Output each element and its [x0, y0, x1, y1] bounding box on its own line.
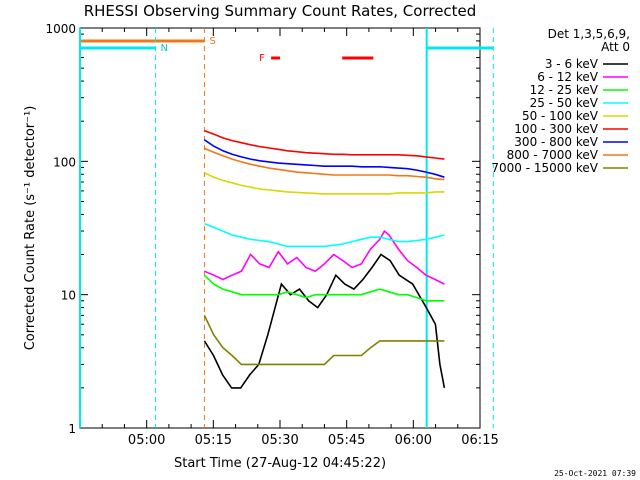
legend-entry-label: 3 - 6 keV [545, 57, 599, 71]
series-line-0 [203, 253, 446, 389]
legend-entry-label: 300 - 800 keV [514, 135, 598, 149]
x-axis: 05:00 05:15 05:30 05:45 06:00 06:15 [79, 28, 499, 448]
y-axis: 1 10 100 1000 [45, 22, 480, 436]
legend-entry-label: 12 - 25 keV [530, 83, 599, 97]
markers: N S F [161, 36, 266, 64]
y-tick-label: 100 [53, 155, 76, 169]
marker-f: F [259, 53, 265, 64]
x-tick-label: 05:00 [128, 433, 165, 448]
series-line-2 [203, 274, 445, 302]
y-tick-label: 1000 [45, 22, 76, 36]
x-axis-label: Start Time (27-Aug-12 04:45:22) [174, 456, 386, 471]
series-line-3 [204, 223, 445, 248]
legend-header-line-1: Det 1,3,5,6,9, [548, 27, 630, 41]
x-tick-label: 05:30 [261, 433, 298, 448]
x-tick-label: 05:15 [195, 433, 232, 448]
series-line-4 [204, 172, 445, 195]
y-axis-label: Corrected Count Rate (s⁻¹ detector⁻¹) [23, 106, 38, 351]
plot-frame [79, 27, 481, 429]
legend-entry-label: 50 - 100 keV [522, 109, 599, 123]
x-tick-label: 06:00 [395, 433, 432, 448]
marker-n: N [161, 43, 168, 54]
legend-entry-label: 7000 - 15000 keV [491, 161, 598, 175]
legend-entry-label: 6 - 12 keV [537, 70, 599, 84]
x-tick-label: 06:15 [461, 433, 498, 448]
plot-area [79, 27, 481, 429]
x-tick-label: 05:45 [328, 433, 365, 448]
y-tick-label: 10 [61, 289, 76, 303]
legend-entry-label: 100 - 300 keV [514, 122, 598, 136]
chart-title: RHESSI Observing Summary Count Rates, Co… [84, 2, 477, 20]
y-tick-label: 1 [68, 422, 76, 436]
legend-entry-label: 25 - 50 keV [530, 96, 599, 110]
series-line-5 [204, 129, 445, 160]
legend-header-line-2: Att 0 [601, 40, 630, 54]
marker-s: S [209, 36, 215, 47]
series-line-8 [203, 314, 445, 366]
series-line-6 [203, 139, 445, 178]
flag-bars [79, 28, 494, 428]
series-line-7 [204, 147, 445, 181]
footer-timestamp: 25-Oct-2021 07:39 [554, 469, 636, 478]
series-lines [203, 129, 446, 389]
legend-entry-label: 800 - 7000 keV [507, 148, 599, 162]
series-line-1 [204, 229, 445, 285]
